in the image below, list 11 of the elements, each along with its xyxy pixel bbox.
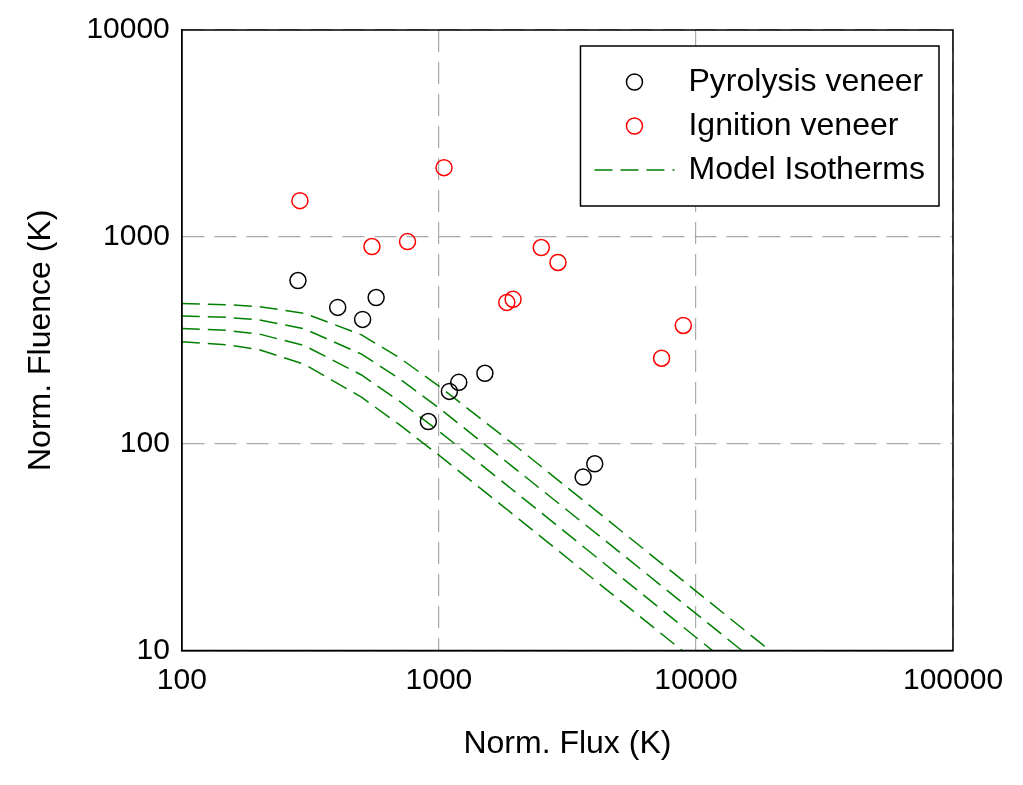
legend-label: Ignition veneer [688, 105, 899, 142]
y-tick-label: 10000 [86, 11, 170, 45]
x-tick-label: 10000 [654, 661, 738, 695]
legend-label: Model Isotherms [688, 149, 925, 186]
y-tick-label: 100 [119, 425, 170, 458]
x-tick-label: 1000 [405, 661, 473, 695]
y-tick-label: 1000 [103, 218, 170, 252]
x-tick-label: 100000 [902, 661, 1004, 695]
legend-label: Pyrolysis veneer [688, 61, 924, 98]
y-axis-title: Norm. Fluence (K) [21, 209, 58, 471]
x-axis-title: Norm. Flux (K) [463, 723, 672, 760]
